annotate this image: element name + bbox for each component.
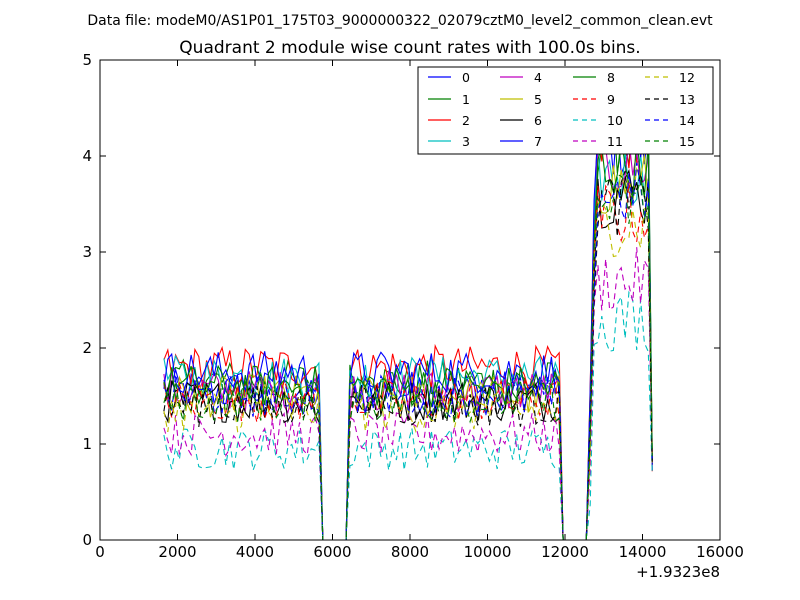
series-line-15	[163, 173, 653, 541]
figure-suptitle: Data file: modeM0/AS1P01_175T03_90000003…	[87, 13, 713, 29]
series-line-3	[163, 144, 653, 541]
y-tick-label: 3	[82, 243, 92, 261]
legend-box	[417, 66, 714, 155]
x-tick-label: 4000	[236, 543, 274, 561]
x-tick-label: 12000	[541, 543, 589, 561]
legend-label: 9	[607, 92, 615, 107]
legend-label: 14	[679, 113, 695, 128]
series-line-7	[163, 93, 653, 541]
series-line-8	[163, 136, 653, 541]
legend-label: 4	[534, 70, 542, 85]
series-line-4	[163, 130, 653, 541]
legend-label: 3	[462, 134, 470, 149]
series-line-11	[163, 247, 653, 541]
series-lines	[163, 93, 653, 541]
y-tick-label: 4	[82, 147, 92, 165]
legend-label: 15	[679, 134, 695, 149]
x-tick-label: 8000	[391, 543, 429, 561]
x-tick-label: 2000	[158, 543, 196, 561]
axis-ticks: 0 2000 4000 6000 8000 10000 12000 14000 16000012…	[82, 51, 743, 561]
y-tick-label: 2	[82, 339, 92, 357]
x-tick-label: 14000	[619, 543, 667, 561]
x-tick-label: 16000	[696, 543, 744, 561]
x-offset-label: +1.9323e8	[636, 563, 720, 581]
series-line-6	[163, 169, 653, 541]
series-line-12	[163, 202, 653, 541]
y-tick-label: 1	[82, 435, 92, 453]
series-line-0	[163, 117, 653, 541]
series-line-9	[163, 182, 653, 541]
y-tick-label: 5	[82, 51, 92, 69]
x-tick-label: 10000	[464, 543, 512, 561]
chart-title: Quadrant 2 module wise count rates with …	[179, 38, 640, 58]
legend-label: 7	[534, 134, 542, 149]
legend-label: 2	[462, 113, 470, 128]
legend-label: 6	[534, 113, 542, 128]
series-line-5	[163, 154, 653, 541]
x-tick-label: 0	[95, 543, 105, 561]
legend-label: 13	[679, 92, 695, 107]
legend-label: 11	[607, 134, 623, 149]
series-line-2	[163, 103, 653, 541]
x-tick-label: 6000	[313, 543, 351, 561]
y-tick-label: 0	[82, 531, 92, 549]
series-line-13	[163, 170, 653, 541]
legend-label: 1	[462, 92, 470, 107]
legend-label: 12	[679, 70, 695, 85]
legend-label: 0	[462, 70, 470, 85]
legend-label: 8	[607, 70, 615, 85]
series-line-14	[163, 162, 653, 541]
legend-label: 10	[607, 113, 623, 128]
legend-label: 5	[534, 92, 542, 107]
series-line-1	[163, 108, 653, 541]
